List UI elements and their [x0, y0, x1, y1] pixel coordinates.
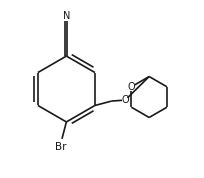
- Text: N: N: [63, 11, 70, 21]
- Text: O: O: [128, 82, 135, 92]
- Text: O: O: [121, 95, 129, 105]
- Text: Br: Br: [55, 142, 67, 152]
